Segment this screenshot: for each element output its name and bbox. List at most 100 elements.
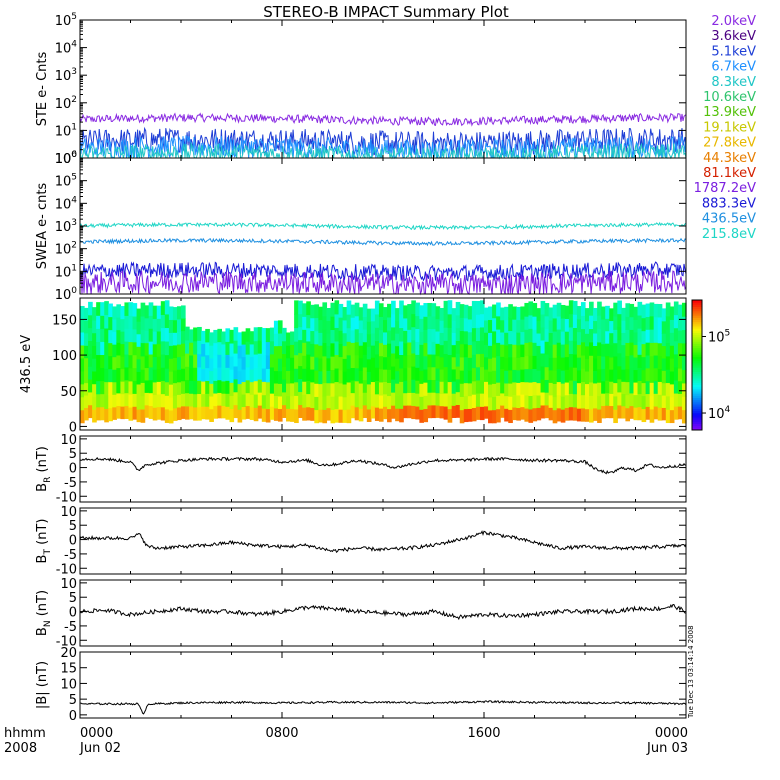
heatmap-cell (185, 366, 190, 381)
heatmap-cell (407, 404, 412, 419)
heatmap-cell (378, 303, 384, 317)
heatmap-cell (443, 366, 449, 381)
heatmap-cell (613, 342, 618, 357)
heatmap-cell (411, 339, 416, 354)
heatmap-cell (249, 394, 255, 408)
heatmap-cell (116, 405, 121, 419)
heatmap-cell (225, 328, 231, 342)
heatmap-cell (637, 367, 643, 381)
heatmap-cell (419, 331, 424, 345)
heatmap-cell (124, 315, 130, 329)
heatmap-cell (160, 340, 166, 355)
heatmap-cell (508, 356, 513, 371)
heatmap-cell (673, 340, 679, 355)
heatmap-cell (286, 332, 291, 346)
heatmap-cell (201, 406, 206, 420)
heatmap-cell (419, 305, 424, 319)
heatmap-cell (96, 393, 101, 408)
heatmap-cell (302, 394, 307, 408)
heatmap-cell (193, 340, 198, 355)
heatmap-cell (144, 305, 150, 319)
heatmap-cell (455, 314, 461, 329)
heatmap-cell (463, 317, 469, 332)
heatmap-cell (653, 329, 659, 343)
heatmap-cell (221, 393, 227, 407)
heatmap-cell (164, 313, 170, 329)
heatmap-cell (366, 371, 372, 385)
heatmap-cell (500, 368, 505, 382)
heatmap-cell (277, 395, 283, 410)
heatmap-cell (152, 305, 158, 319)
legend-item: 883.3eV (702, 196, 756, 211)
heatmap-cell (286, 408, 291, 422)
heatmap-cell (261, 407, 267, 422)
heatmap-cell (148, 366, 154, 381)
heatmap-cell (399, 314, 404, 329)
heatmap-cell (629, 303, 635, 318)
heatmap-cell (378, 394, 384, 409)
heatmap-cell (245, 328, 251, 342)
heatmap-cell (544, 404, 550, 419)
heatmap-cell (568, 380, 574, 394)
heatmap-cell (508, 330, 513, 345)
heatmap-cell (459, 409, 465, 424)
y-tick-label: 103 (55, 67, 77, 84)
heatmap-cell (237, 409, 243, 423)
heatmap-cell (411, 366, 416, 380)
heatmap-cell (306, 354, 311, 368)
heatmap-cell (411, 352, 416, 367)
pad-heatmap (80, 300, 687, 424)
heatmap-cell (681, 356, 687, 371)
heatmap-cell (185, 405, 190, 420)
heatmap-cell (520, 343, 525, 358)
colorbar-step (692, 375, 702, 379)
heatmap-cell (237, 345, 243, 359)
heatmap-cell (92, 396, 97, 410)
heatmap-cell (362, 366, 368, 381)
heatmap-cell (205, 406, 210, 420)
heatmap-cell (528, 395, 534, 410)
heatmap-cell (609, 308, 614, 322)
heatmap-cell (637, 393, 643, 408)
heatmap-cell (314, 396, 319, 411)
heatmap-cell (524, 316, 530, 330)
y-tick-label: 105 (55, 12, 77, 29)
heatmap-cell (568, 406, 574, 421)
colorbar-step (692, 304, 702, 307)
heatmap-cell (120, 356, 126, 370)
heatmap-cell (140, 329, 146, 344)
heatmap-cell (330, 356, 336, 370)
heatmap-cell (310, 330, 315, 344)
heatmap-cell (576, 331, 582, 345)
heatmap-cell (164, 395, 170, 410)
heatmap-cell (100, 406, 105, 421)
heatmap-cell (471, 394, 477, 408)
heatmap-cell (181, 405, 186, 419)
heatmap-cell (536, 357, 542, 371)
heatmap-cell (399, 367, 404, 382)
heatmap-cell (306, 393, 311, 408)
heatmap-cell (601, 380, 606, 394)
heatmap-cell (492, 383, 497, 398)
heatmap-cell (455, 391, 461, 406)
heatmap-cell (338, 330, 344, 344)
heatmap-cell (273, 333, 279, 347)
heatmap-cell (387, 316, 392, 331)
y-tick-label: 0 (69, 462, 77, 477)
heatmap-cell (617, 300, 622, 315)
heatmap-cell (140, 369, 146, 383)
series-17872eV (79, 270, 687, 296)
heatmap-cell (197, 393, 202, 408)
heatmap-cell (657, 355, 663, 370)
heatmap-cell (225, 380, 231, 394)
colorbar-step (692, 386, 702, 390)
heatmap-cell (314, 343, 319, 358)
heatmap-cell (302, 303, 307, 317)
heatmap-cell (419, 357, 424, 371)
heatmap-cell (253, 327, 259, 342)
heatmap-cell (164, 300, 170, 315)
heatmap-cell (330, 409, 336, 424)
heatmap-cell (572, 327, 578, 342)
heatmap-cell (387, 303, 392, 318)
heatmap-cell (269, 366, 275, 381)
